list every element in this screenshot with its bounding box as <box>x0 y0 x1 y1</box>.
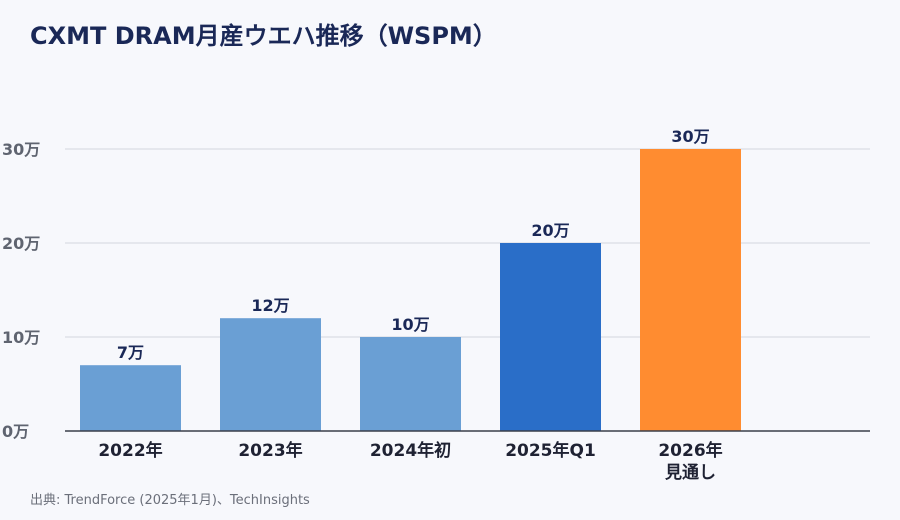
y-tick-label: 30万 <box>2 140 40 159</box>
bar-value-label: 7万 <box>117 343 144 362</box>
x-tick-label: 2026年見通し <box>658 440 722 483</box>
y-tick-label: 20万 <box>2 234 40 253</box>
bar-chart: 0万 10万 20万 30万 7万 2022年 12万 2023年 10万 2024年初 20万 20… <box>2 127 870 483</box>
x-tick-label: 2022年 <box>98 440 162 461</box>
bar <box>220 318 321 431</box>
bar <box>80 365 181 431</box>
y-tick-label: 0万 <box>2 422 29 441</box>
x-tick-label: 2024年初 <box>370 440 451 461</box>
bar-value-label: 20万 <box>531 221 569 240</box>
x-tick-label: 2023年 <box>238 440 302 461</box>
bar-value-label: 30万 <box>671 127 709 146</box>
source-note: 出典: TrendForce (2025年1月)、TechInsights <box>30 493 310 508</box>
bar <box>640 149 741 431</box>
x-tick-label: 2025年Q1 <box>505 440 596 461</box>
bar-value-label: 10万 <box>391 315 429 334</box>
bar <box>360 337 461 431</box>
bar <box>500 243 601 431</box>
chart-title: CXMT DRAM月産ウエハ推移（WSPM） <box>30 22 497 50</box>
bar-value-label: 12万 <box>251 296 289 315</box>
y-tick-label: 10万 <box>2 328 40 347</box>
